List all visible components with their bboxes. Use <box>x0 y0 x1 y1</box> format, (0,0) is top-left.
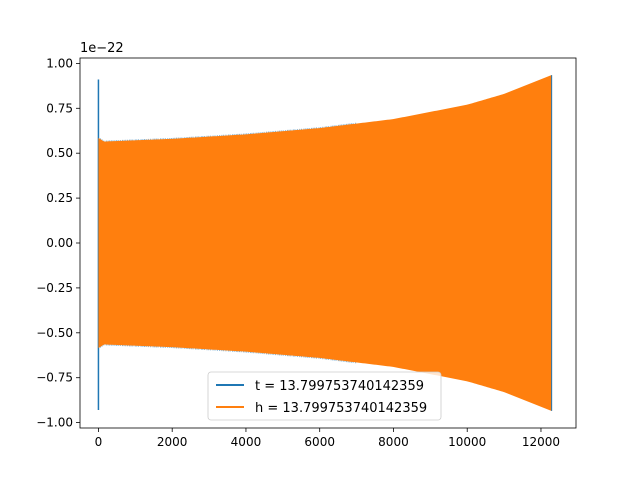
y-tick-label: 0.00 <box>46 236 73 250</box>
legend-box <box>207 371 442 421</box>
x-tick-label: 2000 <box>157 435 188 449</box>
y-tick-label: 0.25 <box>46 191 73 205</box>
y-tick-label: −0.50 <box>36 326 73 340</box>
legend-label-t: t = 13.799753740142359 <box>255 379 424 394</box>
x-tick-label: 10000 <box>448 435 486 449</box>
x-tick-label: 12000 <box>522 435 560 449</box>
y-offset-label: 1e−22 <box>80 41 124 56</box>
y-tick-label: −0.25 <box>36 281 73 295</box>
y-tick-label: 1.00 <box>46 56 73 70</box>
x-tick-label: 4000 <box>231 435 262 449</box>
x-tick-label: 0 <box>95 435 103 449</box>
x-tick-label: 6000 <box>304 435 335 449</box>
legend-label-h: h = 13.799753740142359 <box>255 401 427 416</box>
x-tick-label: 8000 <box>378 435 409 449</box>
series-h-fill <box>98 75 552 411</box>
y-tick-label: 0.50 <box>46 146 73 160</box>
legend: t = 13.799753740142359 h = 13.7997537401… <box>207 371 442 421</box>
y-tick-label: −0.75 <box>36 371 73 385</box>
y-tick-label: −1.00 <box>36 416 73 430</box>
plot-area <box>97 75 553 411</box>
x-ticks: 0 2000 4000 6000 8000 10000 12000 <box>95 428 560 449</box>
y-ticks: 1.00 0.75 0.50 0.25 0.00 −0.25 −0.50 −0.75 −1.00 <box>36 56 80 430</box>
y-tick-label: 0.75 <box>46 101 73 115</box>
